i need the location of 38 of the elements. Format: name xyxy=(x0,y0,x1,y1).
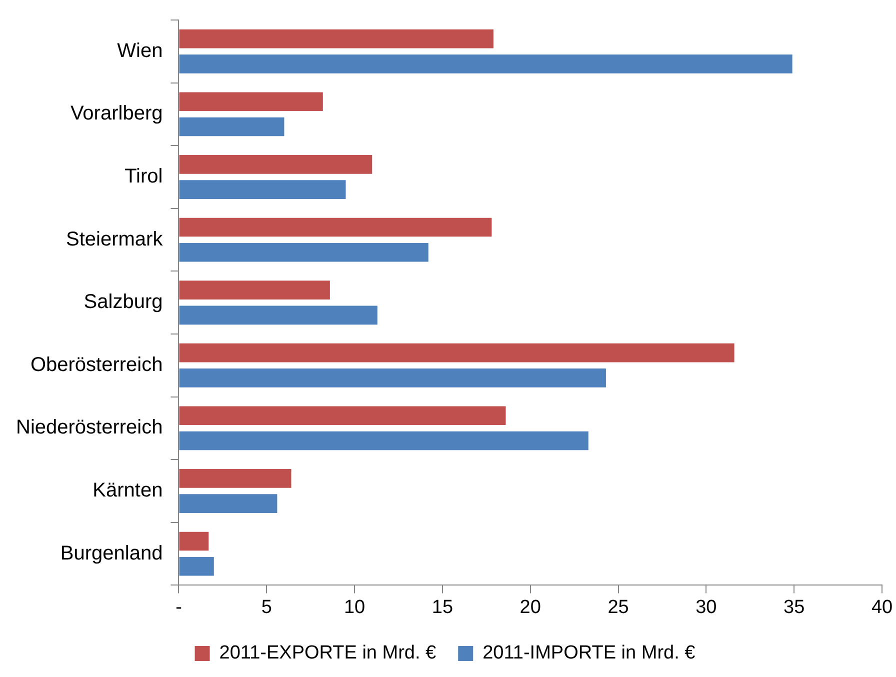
x-tick-label: 30 xyxy=(696,596,717,618)
bar xyxy=(179,218,492,237)
bar xyxy=(179,469,292,488)
y-tick-label: Burgenland xyxy=(60,542,163,564)
bar xyxy=(179,494,278,513)
x-tick-label: 20 xyxy=(520,596,541,618)
y-tick-label: Wien xyxy=(117,40,163,62)
legend-label: 2011-IMPORTE in Mrd. € xyxy=(482,642,696,664)
x-tick-label: 35 xyxy=(784,596,805,618)
bar xyxy=(179,368,606,388)
y-tick-label: Vorarlberg xyxy=(70,102,163,125)
x-tick-label: 5 xyxy=(261,596,272,618)
y-tick-label: Niederösterreich xyxy=(16,416,163,439)
bar xyxy=(179,406,506,426)
y-tick-label: Steiermark xyxy=(66,228,164,250)
y-tick-label: Salzburg xyxy=(84,291,163,314)
x-tick-label: 10 xyxy=(344,596,366,618)
bar xyxy=(179,54,792,74)
legend-label: 2011-EXPORTE in Mrd. € xyxy=(219,642,437,664)
bar xyxy=(179,280,330,300)
y-tick-label: Oberösterreich xyxy=(30,354,163,376)
y-tick-label: Tirol xyxy=(124,166,163,188)
bar xyxy=(179,556,214,576)
bar xyxy=(179,431,588,450)
x-tick-label: 15 xyxy=(432,596,454,618)
bar xyxy=(179,155,372,174)
x-tick-label: 40 xyxy=(871,596,893,618)
bar xyxy=(179,306,378,325)
bar xyxy=(179,29,494,48)
x-tick-label: 25 xyxy=(608,596,629,618)
bar xyxy=(179,532,209,551)
bar xyxy=(179,242,428,262)
bar xyxy=(179,92,323,112)
y-tick-label: Kärnten xyxy=(92,480,163,502)
bar xyxy=(179,117,284,136)
bar xyxy=(179,343,734,362)
x-tick-label: - xyxy=(176,596,182,618)
bar xyxy=(179,180,346,199)
